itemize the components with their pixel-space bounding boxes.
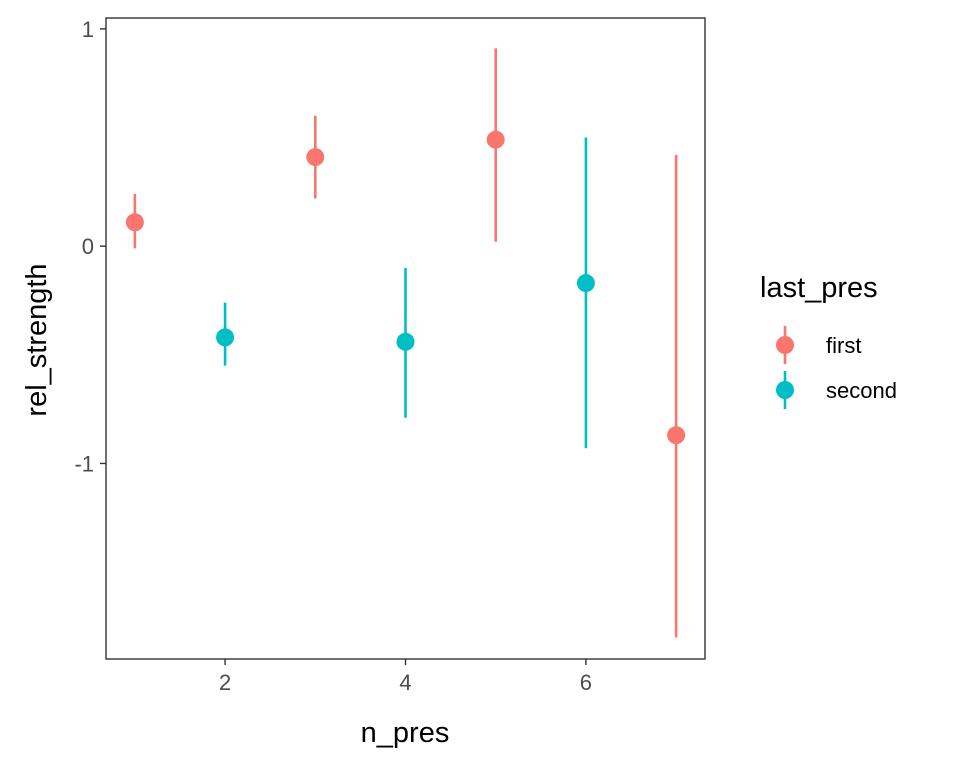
x-tick-label: 6 <box>580 670 592 695</box>
legend: last_pres first second <box>760 272 897 409</box>
legend-title: last_pres <box>760 272 878 304</box>
data-point-first <box>667 426 686 445</box>
legend-key-point-second <box>776 381 794 399</box>
data-point-first <box>306 148 325 167</box>
y-tick-label: 1 <box>82 17 94 42</box>
data-point-second <box>396 332 415 351</box>
legend-label-second: second <box>826 378 897 403</box>
x-tick-label: 4 <box>399 670 411 695</box>
data-point-second <box>216 328 235 347</box>
y-tick-label: 0 <box>82 234 94 259</box>
axes: -1 0 1 2 4 6 <box>74 17 706 695</box>
legend-key-point-first <box>776 336 794 354</box>
data-point-first <box>486 130 505 149</box>
x-tick-label: 2 <box>219 670 231 695</box>
data-point-first <box>125 213 144 232</box>
data-point-second <box>576 274 595 293</box>
y-tick-label: -1 <box>74 451 94 476</box>
y-axis-title: rel_strength <box>21 263 53 416</box>
plot-area <box>125 48 686 638</box>
x-axis-title: n_pres <box>361 717 450 749</box>
legend-label-first: first <box>826 333 861 358</box>
